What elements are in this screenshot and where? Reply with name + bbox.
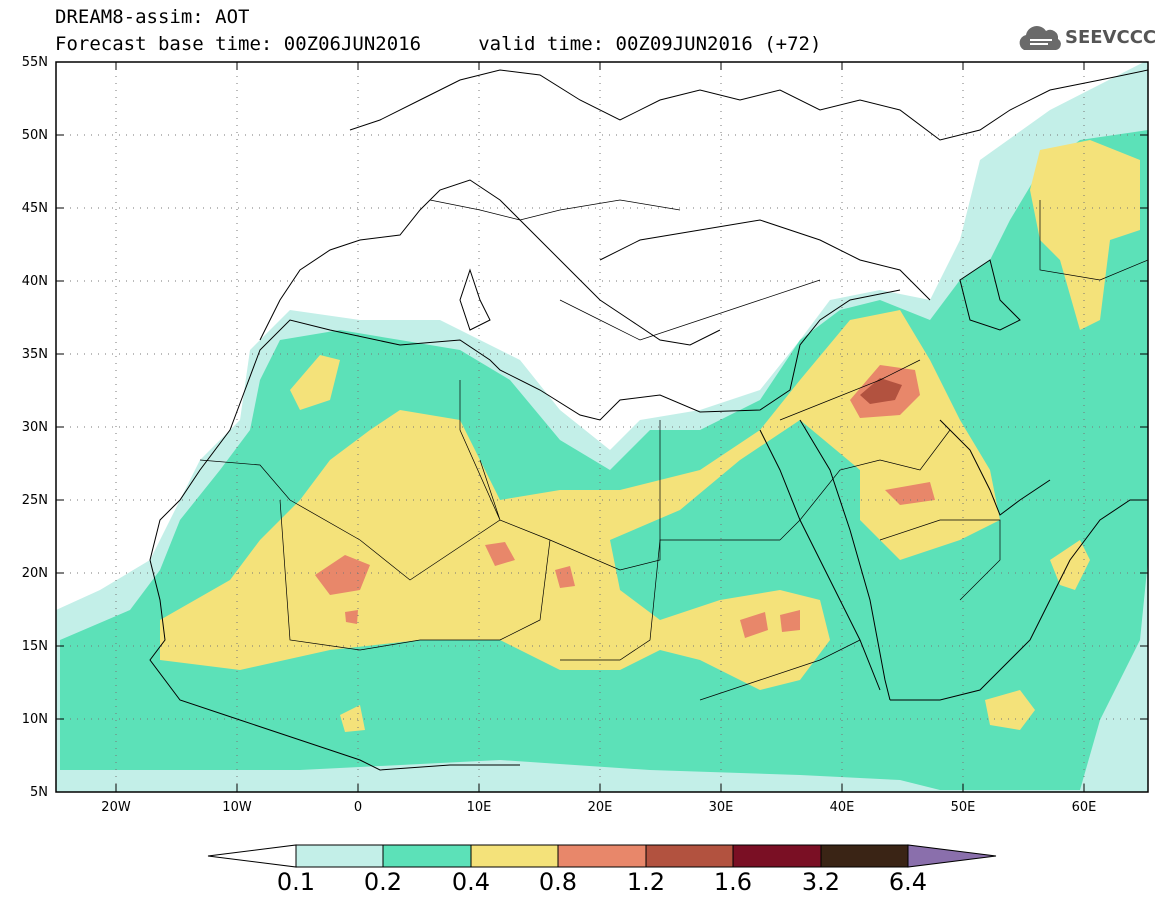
colorbar-label: 0.4 <box>451 868 491 896</box>
colorbar-above <box>907 844 997 868</box>
colorbar-label: 1.6 <box>713 868 753 896</box>
colorbar-below <box>207 844 297 868</box>
lon-label: 0 <box>353 800 363 815</box>
borders <box>199 199 1148 701</box>
lon-label: 50E <box>950 800 976 815</box>
colorbar-label: 0.1 <box>276 868 316 896</box>
lon-label: 10W <box>222 800 252 815</box>
aot-contour-0.8 <box>485 542 515 566</box>
aot-contour-0.8 <box>780 610 800 632</box>
lat-label: 5N <box>30 785 48 800</box>
map-title: DREAM8-assim: AOT <box>55 6 250 28</box>
colorbar-bin-6 <box>732 844 822 868</box>
colorbar-label: 6.4 <box>888 868 928 896</box>
colorbar-label: 3.2 <box>801 868 841 896</box>
aot-contour-0.4 <box>1050 540 1090 590</box>
lat-label: 35N <box>21 347 48 362</box>
aot-contour-0.4 <box>985 690 1035 730</box>
aot-contour-0.8 <box>345 610 358 624</box>
map-subtitle: Forecast base time: 00Z06JUN2016 valid t… <box>55 33 822 55</box>
lat-label: 45N <box>21 201 48 216</box>
logo-text: SEEVCCC <box>1065 27 1157 48</box>
colorbar-label: 0.8 <box>538 868 578 896</box>
aot-contour-0.4 <box>290 355 340 410</box>
cloud-icon <box>1019 26 1061 50</box>
colorbar-bin-4 <box>557 844 647 868</box>
colorbar-bin-3 <box>470 844 559 868</box>
colorbar-bin-1 <box>295 844 384 868</box>
lon-label: 30E <box>708 800 734 815</box>
lat-label: 10N <box>21 712 48 727</box>
colorbar-label: 0.2 <box>363 868 403 896</box>
lon-label: 10E <box>466 800 492 815</box>
colorbar-bin-7 <box>820 844 909 868</box>
aot-contour-0.8 <box>740 612 768 638</box>
lat-label: 30N <box>21 420 48 435</box>
frame-ticks <box>56 62 1148 792</box>
lat-label: 20N <box>21 566 48 581</box>
aot-fields <box>56 62 1148 792</box>
lon-label: 20W <box>101 800 131 815</box>
lat-label: 55N <box>21 55 48 70</box>
coastlines <box>149 69 1148 771</box>
aot-contour-0.8 <box>885 482 935 505</box>
lat-label: 15N <box>21 639 48 654</box>
aot-contour-1.2 <box>860 378 902 404</box>
colorbar-bin-5 <box>645 844 734 868</box>
lat-label: 50N <box>21 128 48 143</box>
lon-label: 60E <box>1071 800 1097 815</box>
lon-label: 20E <box>587 800 613 815</box>
aot-contour-0.8 <box>555 566 575 588</box>
aot-contour-0.4 <box>160 310 1000 690</box>
colorbar-label: 1.2 <box>626 868 666 896</box>
aot-contour-0.4 <box>1030 140 1140 330</box>
lat-label: 25N <box>21 493 48 508</box>
colorbar <box>207 844 997 868</box>
lon-label: 40E <box>829 800 855 815</box>
colorbar-bin-2 <box>382 844 472 868</box>
aot-contour-0.8 <box>315 555 370 595</box>
aot-contour-0.4 <box>340 705 365 732</box>
lat-label: 40N <box>21 274 48 289</box>
